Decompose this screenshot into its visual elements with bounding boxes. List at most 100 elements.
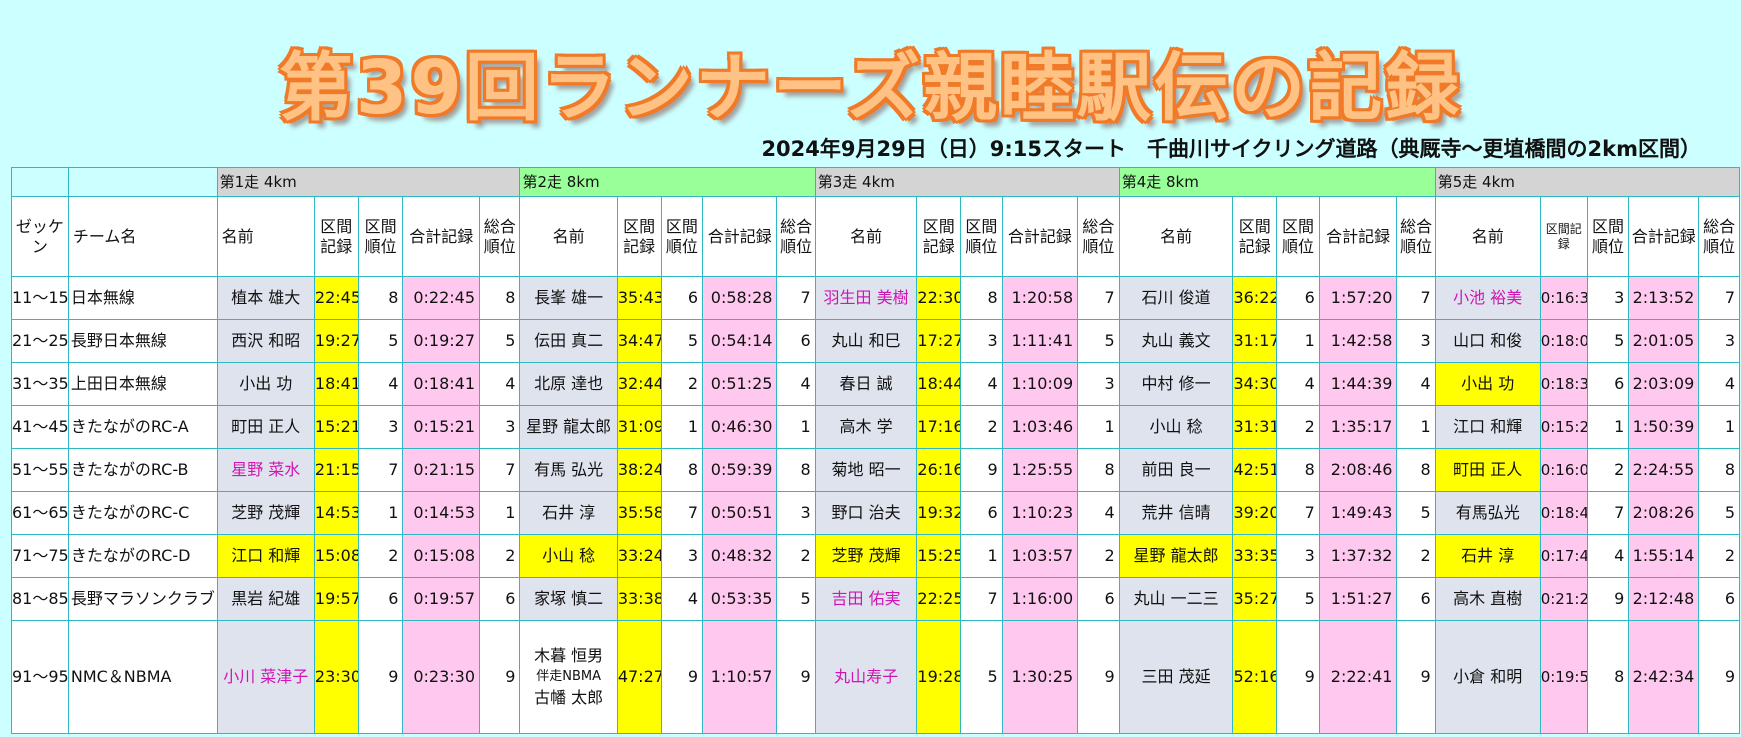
total-time: 1:30:25 xyxy=(1001,620,1079,734)
total-time: 1:10:09 xyxy=(1001,362,1079,406)
bib-cell: 61～65 xyxy=(11,491,69,535)
runner-name: 春日 誠 xyxy=(814,362,918,406)
runner-note: 伴走NBMA xyxy=(536,668,602,684)
lap-time: 15:25 xyxy=(916,534,962,578)
lap-header: 区間記録 xyxy=(616,196,662,277)
lap-rank: 9 xyxy=(960,448,1003,492)
runner-name: 星野 菜水 xyxy=(216,448,315,492)
runner-name: 有馬弘光 xyxy=(1434,491,1541,535)
column-header-row: ゼッケン チーム名 名前 区間記録 区間順位 合計記録 総合順位 名前 区間記録 区間順位 合計… xyxy=(11,196,1740,277)
runner-name: 町田 正人 xyxy=(1434,448,1541,492)
lap-rank-header: 区間順位 xyxy=(960,196,1003,277)
runner-name: 高木 学 xyxy=(814,405,918,449)
lap-time: 14:53 xyxy=(313,491,359,535)
lap-rank: 7 xyxy=(1586,491,1630,535)
runner-name: 芝野 茂輝 xyxy=(216,491,315,535)
lap-rank: 8 xyxy=(1276,448,1320,492)
overall-rank: 7 xyxy=(479,448,521,492)
lap-time: 36:22 xyxy=(1232,276,1278,320)
team-cell: きたながのRC-B xyxy=(67,448,218,492)
lap-time: 19:32 xyxy=(916,491,962,535)
lap-rank: 5 xyxy=(660,319,704,363)
total-time: 0:53:35 xyxy=(702,577,778,621)
leg3-label: 第3走 4km xyxy=(814,167,1120,197)
total-time: 0:51:25 xyxy=(702,362,778,406)
runner-name: 小山 稔 xyxy=(1118,405,1234,449)
total-time: 0:22:45 xyxy=(402,276,481,320)
lap-rank: 3 xyxy=(357,405,404,449)
overall-rank: 9 xyxy=(1698,620,1740,734)
team-cell: きたながのRC-C xyxy=(67,491,218,535)
overall-rank: 5 xyxy=(1077,319,1120,363)
lap-rank: 8 xyxy=(660,448,704,492)
overall-rank: 3 xyxy=(479,405,521,449)
bib-cell: 21～25 xyxy=(11,319,69,363)
team-row: 21～25 長野日本無線 西沢 和昭 19:27 5 0:19:27 5 伝田 真二 34:47… xyxy=(11,319,1740,363)
runner-name: 丸山寿子 xyxy=(814,620,918,734)
team-cell: 上田日本無線 xyxy=(67,362,218,406)
total-time: 0:48:32 xyxy=(702,534,778,578)
bib-cell: 51～55 xyxy=(11,448,69,492)
overall-rank: 6 xyxy=(479,577,521,621)
overall-rank: 2 xyxy=(1698,534,1740,578)
bib-header: ゼッケン xyxy=(11,196,69,277)
lap-rank: 1 xyxy=(1276,319,1320,363)
lap-rank: 4 xyxy=(1276,362,1320,406)
runner-name: 有馬 弘光 xyxy=(519,448,618,492)
overall-rank: 5 xyxy=(776,577,816,621)
overall-header: 総合順位 xyxy=(1077,196,1120,277)
lap-rank: 6 xyxy=(1276,276,1320,320)
overall-rank: 1 xyxy=(1396,405,1436,449)
runner-name: 北原 達也 xyxy=(519,362,618,406)
lap-time: 15:21 xyxy=(313,405,359,449)
team-cell: 長野マラソンクラブ xyxy=(67,577,218,621)
lap-rank: 7 xyxy=(660,491,704,535)
lap-time: 19:57 xyxy=(313,577,359,621)
lap-rank: 8 xyxy=(357,276,404,320)
overall-rank: 5 xyxy=(479,319,521,363)
lap-rank: 7 xyxy=(357,448,404,492)
bib-cell: 71～75 xyxy=(11,534,69,578)
team-row: 31～35 上田日本無線 小出 功 18:41 4 0:18:41 4 北原 達也 32:44 2… xyxy=(11,362,1740,406)
lap-time: 26:16 xyxy=(916,448,962,492)
lap-time: 31:31 xyxy=(1232,405,1278,449)
team-row: 41～45 きたながのRC-A 町田 正人 15:21 3 0:15:21 3 星野 龍太郎 3… xyxy=(11,405,1740,449)
total-header: 合計記録 xyxy=(1628,196,1700,277)
runner-name-line: 木暮 恒男 xyxy=(534,646,604,666)
overall-rank: 8 xyxy=(1396,448,1436,492)
team-row: 91～95 NMC＆NBMA 小川 菜津子 23:30 9 0:23:30 9 木暮 恒男 伴走… xyxy=(11,620,1740,734)
runner-name: 星野 龍太郎 xyxy=(519,405,618,449)
total-time: 0:58:28 xyxy=(702,276,778,320)
runner-name: 小倉 和明 xyxy=(1434,620,1541,734)
lap-rank: 9 xyxy=(357,620,404,734)
lap-time: 42:51 xyxy=(1232,448,1278,492)
total-time: 2:01:05 xyxy=(1628,319,1700,363)
team-row: 51～55 きたながのRC-B 星野 菜水 21:15 7 0:21:15 7 有馬 弘光 38… xyxy=(11,448,1740,492)
lap-time: 0:15:22 xyxy=(1539,405,1588,449)
bib-cell: 41～45 xyxy=(11,405,69,449)
team-cell: NMC＆NBMA xyxy=(67,620,218,734)
lap-rank: 9 xyxy=(1276,620,1320,734)
overall-rank: 4 xyxy=(479,362,521,406)
overall-rank: 2 xyxy=(776,534,816,578)
total-time: 0:46:30 xyxy=(702,405,778,449)
lap-rank: 2 xyxy=(357,534,404,578)
lap-header: 区間記録 xyxy=(1232,196,1278,277)
lap-time: 35:27 xyxy=(1232,577,1278,621)
lap-time: 0:17:42 xyxy=(1539,534,1588,578)
leg4-label: 第4走 8km xyxy=(1118,167,1436,197)
lap-rank: 4 xyxy=(357,362,404,406)
team-header: チーム名 xyxy=(67,196,218,277)
total-time: 0:19:57 xyxy=(402,577,481,621)
total-time: 1:55:14 xyxy=(1628,534,1700,578)
overall-header: 総合順位 xyxy=(1698,196,1740,277)
lap-rank: 9 xyxy=(1586,577,1630,621)
runner-name: 小山 稔 xyxy=(519,534,618,578)
lap-rank: 8 xyxy=(1586,620,1630,734)
lap-rank: 6 xyxy=(960,491,1003,535)
overall-rank: 3 xyxy=(1698,319,1740,363)
team-row: 61～65 きたながのRC-C 芝野 茂輝 14:53 1 0:14:53 1 石井 淳 35:… xyxy=(11,491,1740,535)
runner-name: 丸山 義文 xyxy=(1118,319,1234,363)
total-time: 0:15:21 xyxy=(402,405,481,449)
overall-rank: 5 xyxy=(1396,491,1436,535)
